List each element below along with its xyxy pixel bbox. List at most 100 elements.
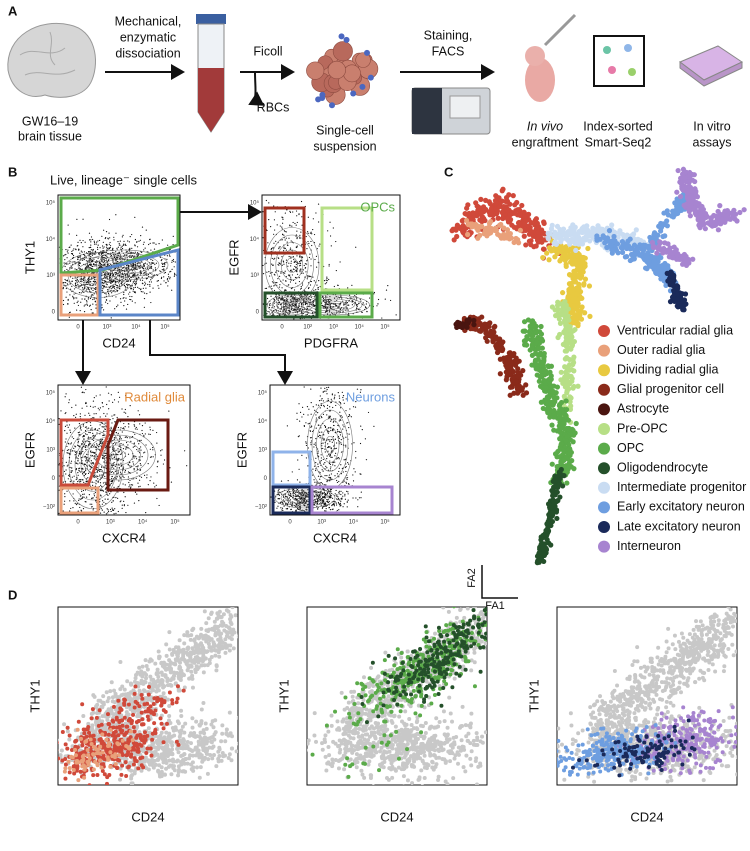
label: 10⁴ [138, 519, 148, 526]
event-dot [107, 495, 108, 496]
event-dot [118, 451, 119, 452]
event-dot [102, 265, 103, 266]
event-dot [127, 505, 128, 506]
event-dot [84, 287, 85, 288]
event-dot [108, 393, 109, 394]
event-dot [338, 457, 339, 458]
event-dot [132, 267, 133, 268]
event-dot [140, 469, 141, 470]
event-dot [81, 278, 82, 279]
event-dot [154, 486, 155, 487]
event-dot [91, 285, 92, 286]
event-dot [97, 249, 98, 250]
event-dot [79, 451, 80, 452]
event-dot [79, 479, 80, 480]
event-dot [343, 459, 344, 460]
event-dot [84, 251, 85, 252]
event-dot [266, 230, 267, 231]
event-dot [133, 291, 134, 292]
event-dot [133, 289, 134, 290]
event-dot [271, 288, 272, 289]
event-dot [174, 273, 175, 274]
event-dot [70, 508, 71, 509]
event-dot [308, 276, 309, 277]
event-dot [145, 271, 146, 272]
event-dot [117, 498, 118, 499]
event-dot [93, 440, 94, 441]
event-dot [149, 427, 150, 428]
event-dot [349, 414, 350, 415]
event-dot [137, 263, 138, 264]
event-dot [128, 486, 129, 487]
event-dot [84, 277, 85, 278]
event-dot [328, 446, 329, 447]
event-dot [281, 226, 282, 227]
event-dot [125, 298, 126, 299]
event-dot [106, 231, 107, 232]
event-dot [93, 249, 94, 250]
event-dot [340, 464, 341, 465]
event-dot [283, 506, 284, 507]
event-dot [318, 405, 319, 406]
event-dot [305, 302, 306, 303]
event-dot [325, 391, 326, 392]
event-dot [271, 286, 272, 287]
event-dot [135, 239, 136, 240]
label: 10³ [250, 273, 259, 279]
event-dot [81, 429, 82, 430]
event-dot [123, 241, 124, 242]
event-dot [155, 244, 156, 245]
event-dot [142, 283, 143, 284]
event-dot [314, 280, 315, 281]
event-dot [135, 492, 136, 493]
event-dot [366, 303, 367, 304]
event-dot [288, 296, 289, 297]
event-dot [77, 245, 78, 246]
event-dot [79, 256, 80, 257]
event-dot [127, 285, 128, 286]
event-dot [111, 428, 112, 429]
event-dot [116, 476, 117, 477]
event-dot [90, 285, 91, 286]
event-dot [136, 472, 137, 473]
event-dot [119, 397, 120, 398]
event-dot [313, 302, 314, 303]
event-dot [151, 262, 152, 263]
event-dot [106, 247, 107, 248]
event-dot [138, 262, 139, 263]
event-dot [96, 244, 97, 245]
event-dot [92, 299, 93, 300]
event-dot [144, 242, 145, 243]
label: assays [693, 135, 732, 149]
event-dot [93, 263, 94, 264]
event-dot [342, 301, 343, 302]
event-dot [162, 264, 163, 265]
event-dot [327, 443, 328, 444]
event-dot [94, 243, 95, 244]
event-dot [325, 510, 326, 511]
event-dot [133, 265, 134, 266]
tube-liquid [198, 68, 224, 132]
event-dot [64, 501, 65, 502]
event-dot [324, 462, 325, 463]
event-dot [88, 283, 89, 284]
event-dot [81, 387, 82, 388]
event-dot [355, 407, 356, 408]
event-dot [87, 305, 88, 306]
event-dot [145, 283, 146, 284]
event-dot [304, 492, 305, 493]
event-dot [341, 444, 342, 445]
event-dot [184, 450, 185, 451]
event-dot [287, 241, 288, 242]
event-dot [353, 468, 354, 469]
event-dot [91, 452, 92, 453]
event-dot [271, 272, 272, 273]
event-dot [297, 222, 298, 223]
event-dot [277, 491, 278, 492]
event-dot [107, 248, 108, 249]
event-dot [119, 476, 120, 477]
event-dot [65, 396, 66, 397]
event-dot [322, 502, 323, 503]
event-dot [149, 286, 150, 287]
event-dot [279, 276, 280, 277]
